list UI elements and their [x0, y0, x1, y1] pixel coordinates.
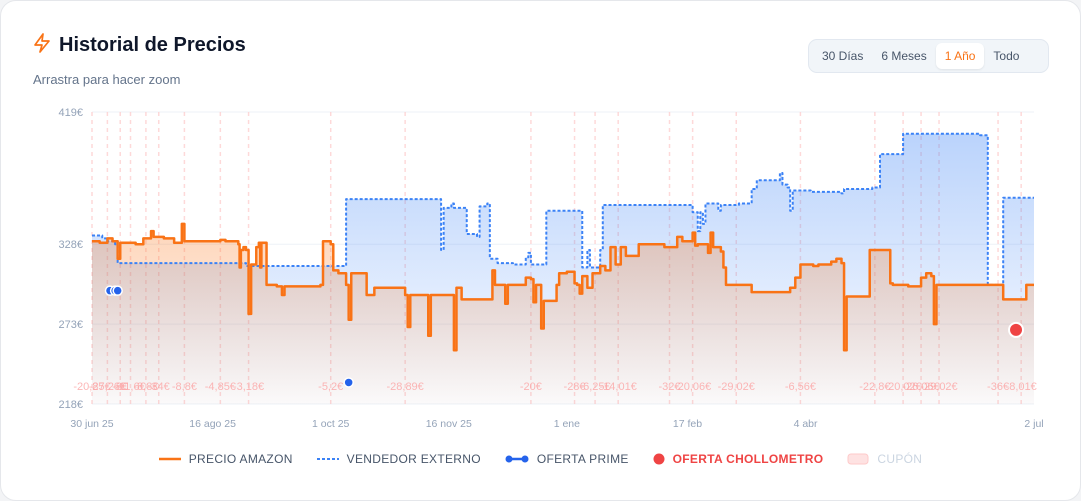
- coupon-label: -27,26€: [89, 381, 126, 393]
- y-tick-label: 419€: [59, 107, 83, 119]
- coupon-label: -20€: [520, 381, 542, 393]
- coupon-label: -8€: [112, 381, 128, 393]
- y-tick-label: 273€: [59, 319, 83, 331]
- coupon-label: -6,56€: [785, 381, 816, 393]
- legend-externo[interactable]: VENDEDOR EXTERNO: [316, 452, 481, 466]
- x-tick-label: 30 jun 25: [70, 418, 113, 430]
- prime-point: [112, 285, 123, 296]
- x-tick-label: 1 oct 25: [312, 418, 350, 430]
- coupon-label: -29,02€: [920, 381, 957, 393]
- coupon-label: -34€: [148, 381, 170, 393]
- coupon-label: -11,6€: [115, 381, 145, 393]
- coupon-label: -14,01€: [600, 381, 637, 393]
- y-tick-label: 328€: [59, 239, 83, 251]
- coupon-label: -26,06€: [902, 381, 939, 393]
- range-all-button[interactable]: Todo: [993, 49, 1020, 63]
- coupon-label: -20,06€: [674, 381, 711, 393]
- range-1-year-button[interactable]: 1 Año: [935, 43, 985, 69]
- x-tick-label: 2 jul: [1024, 418, 1043, 430]
- coupon-label: -3,18€: [233, 381, 264, 393]
- chollo-point: [1008, 321, 1025, 338]
- legend-chollo[interactable]: OFERTA CHOLLOMETRO: [653, 452, 824, 466]
- legend-chollo-label: OFERTA CHOLLOMETRO: [672, 452, 824, 466]
- coupon-label: -8,01€: [1006, 381, 1037, 393]
- legend-prime[interactable]: OFERTA PRIME: [505, 452, 629, 466]
- lightning-icon: [33, 33, 51, 58]
- chart-header: Historial de Precios Arrastra para hacer…: [33, 33, 246, 87]
- page-subtitle: Arrastra para hacer zoom: [33, 72, 181, 87]
- series-area-amazon: [92, 223, 1034, 404]
- coupon-label: -20,85€: [73, 381, 110, 393]
- title-row: Historial de Precios: [33, 33, 246, 58]
- coupon-label: -28€: [564, 381, 586, 393]
- coupon-label: -8,8€: [172, 381, 197, 393]
- x-tick-label: 4 abr: [794, 418, 818, 430]
- range-30-days-button[interactable]: 30 Días: [822, 49, 864, 63]
- coupon-label: -36€: [987, 381, 1009, 393]
- legend-amazon[interactable]: PRECIO AMAZON: [158, 452, 293, 466]
- coupon-label: -5,2€: [318, 381, 343, 393]
- legend-cupon-label: CUPÓN: [877, 452, 923, 466]
- coupon-label: -4,85€: [205, 381, 236, 393]
- page-title: Historial de Precios: [59, 34, 246, 56]
- coupon-label: -29,02€: [718, 381, 755, 393]
- x-tick-label: 16 ago 25: [189, 418, 236, 430]
- x-tick-label: 17 feb: [673, 418, 702, 430]
- coupon-label: -22,8€: [859, 381, 890, 393]
- legend-prime-label: OFERTA PRIME: [536, 452, 629, 466]
- legend-amazon-label: PRECIO AMAZON: [188, 452, 293, 466]
- coupon-label: -6,25€: [579, 381, 610, 393]
- range-6-months-button[interactable]: 6 Meses: [881, 49, 927, 63]
- coupon-label: -32€: [659, 381, 681, 393]
- chart-legend: PRECIO AMAZON VENDEDOR EXTERNO OFERTA PR…: [0, 452, 1081, 466]
- x-tick-label: 16 nov 25: [426, 418, 472, 430]
- series-line-externo: [92, 132, 1034, 286]
- y-tick-label: 218€: [59, 399, 83, 411]
- x-tick-label: 1 ene: [554, 418, 580, 430]
- series-line-amazon: [92, 222, 1034, 352]
- coupon-label: -20,02€: [884, 381, 921, 393]
- coupon-label: -8,8€: [133, 381, 158, 393]
- price-chart[interactable]: 419€328€273€218€-20,85€-27,26€-8€-11,6€-…: [0, 0, 1081, 440]
- legend-externo-label: VENDEDOR EXTERNO: [346, 452, 481, 466]
- legend-cupon[interactable]: CUPÓN: [847, 452, 922, 466]
- coupon-label: -28,89€: [386, 381, 423, 393]
- prime-point: [343, 377, 354, 388]
- range-selector: 30 Días 6 Meses 1 Año Todo: [808, 39, 1049, 73]
